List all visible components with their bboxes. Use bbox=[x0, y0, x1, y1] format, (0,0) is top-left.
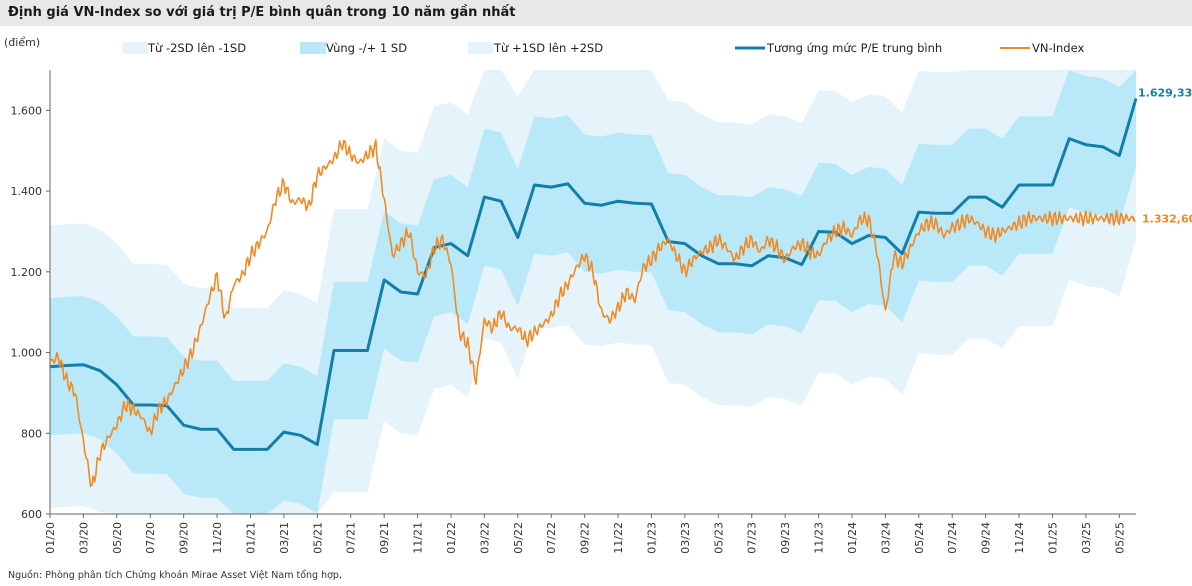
y-tick-label: 1.200 bbox=[11, 266, 43, 279]
x-tick-label: 05/21 bbox=[311, 522, 324, 554]
x-tick-label: 01/20 bbox=[44, 522, 57, 554]
x-tick-label: 11/22 bbox=[612, 522, 625, 554]
chart-title: Định giá VN-Index so với giá trị P/E bìn… bbox=[8, 5, 516, 20]
series-pe-average-line bbox=[49, 98, 1138, 451]
x-tick-label: 05/23 bbox=[712, 522, 725, 554]
x-tick-label: 05/20 bbox=[111, 522, 124, 554]
x-tick-label: 03/23 bbox=[679, 522, 692, 554]
legend-swatch bbox=[122, 42, 148, 54]
bands-layer bbox=[50, 70, 1136, 514]
series-vnindex-line bbox=[49, 139, 1136, 488]
x-tick-label: 01/22 bbox=[445, 522, 458, 554]
x-tick-label: 09/21 bbox=[378, 522, 391, 554]
x-tick-label: 03/21 bbox=[278, 522, 291, 554]
x-tick-label: 01/24 bbox=[846, 522, 859, 554]
series-layer bbox=[49, 98, 1138, 488]
legend-label: VN-Index bbox=[1032, 41, 1084, 55]
x-tick-label: 07/21 bbox=[345, 522, 358, 554]
x-tick-label: 01/25 bbox=[1046, 522, 1059, 554]
legend-label: Vùng -/+ 1 SD bbox=[326, 41, 407, 55]
legend-swatch bbox=[468, 42, 494, 54]
x-tick-label: 11/24 bbox=[1013, 522, 1026, 554]
x-tick-label: 03/24 bbox=[879, 522, 892, 554]
x-tick-label: 03/25 bbox=[1080, 522, 1093, 554]
pe-end-value-label: 1.629,33 bbox=[1138, 87, 1192, 100]
source-note: Nguồn: Phòng phân tích Chứng khoán Mirae… bbox=[8, 570, 342, 581]
x-tick-label: 03/20 bbox=[77, 522, 90, 554]
legend-label: Tương ứng mức P/E trung bình bbox=[766, 41, 942, 55]
legend-swatch bbox=[300, 42, 326, 54]
x-tick-label: 11/21 bbox=[412, 522, 425, 554]
axes-layer: 600 800 1.000 1.200 1.400 1.600 (điểm) 01/20 03/… bbox=[4, 36, 1136, 554]
y-axis-label: (điểm) bbox=[4, 36, 40, 49]
y-tick-label: 600 bbox=[21, 508, 42, 521]
x-tick-label: 09/20 bbox=[178, 522, 191, 554]
legend-label: Từ +1SD lên +2SD bbox=[493, 41, 603, 55]
x-tick-label: 03/22 bbox=[478, 522, 491, 554]
x-tick-label: 01/21 bbox=[244, 522, 257, 554]
x-tick-label: 07/20 bbox=[144, 522, 157, 554]
x-tick-label: 11/20 bbox=[211, 522, 224, 554]
legend: Từ -2SD lên -1SD Vùng -/+ 1 SD Từ +1SD lên… bbox=[122, 41, 1084, 55]
y-tick-label: 800 bbox=[21, 427, 42, 440]
y-tick-label: 1.400 bbox=[11, 185, 43, 198]
x-tick-label: 09/24 bbox=[980, 522, 993, 554]
y-tick-label: 1.600 bbox=[11, 104, 43, 117]
vnindex-end-value-label: 1.332,60 bbox=[1142, 212, 1192, 225]
legend-label: Từ -2SD lên -1SD bbox=[147, 41, 246, 55]
x-tick-label: 05/22 bbox=[512, 522, 525, 554]
x-tick-label: 07/24 bbox=[946, 522, 959, 554]
y-tick-label: 1.000 bbox=[11, 347, 43, 360]
x-tick-label: 05/25 bbox=[1113, 522, 1126, 554]
labels-layer: 1.629,33 1.332,60 bbox=[1138, 87, 1192, 226]
x-tick-label: 07/22 bbox=[545, 522, 558, 554]
x-tick-label: 05/24 bbox=[913, 522, 926, 554]
x-tick-label: 11/23 bbox=[813, 522, 826, 554]
x-tick-label: 09/22 bbox=[579, 522, 592, 554]
title-bar: Định giá VN-Index so với giá trị P/E bìn… bbox=[0, 0, 1192, 26]
x-tick-label: 09/23 bbox=[779, 522, 792, 554]
band-inner bbox=[50, 70, 1136, 514]
x-tick-label: 01/23 bbox=[645, 522, 658, 554]
x-tick-label: 07/23 bbox=[746, 522, 759, 554]
